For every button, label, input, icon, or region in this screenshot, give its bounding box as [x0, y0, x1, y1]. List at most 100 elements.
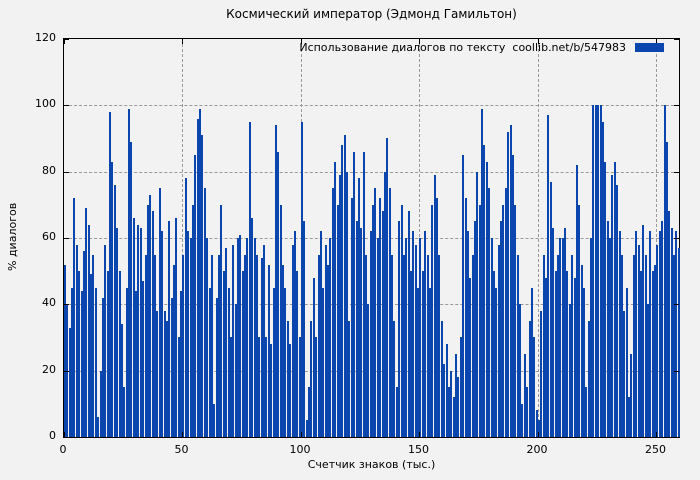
- bar: [438, 255, 440, 437]
- bar: [609, 238, 611, 437]
- bar: [360, 228, 362, 437]
- bar: [232, 245, 234, 437]
- bar: [529, 321, 531, 437]
- bar: [614, 162, 616, 437]
- bar: [391, 255, 393, 437]
- bar: [270, 344, 272, 437]
- bar: [175, 218, 177, 437]
- bar: [97, 417, 99, 437]
- bar: [69, 328, 71, 437]
- bar: [277, 152, 279, 437]
- bar: [377, 238, 379, 437]
- bar: [156, 311, 158, 437]
- bar: [187, 231, 189, 437]
- bar: [581, 265, 583, 437]
- bar: [578, 205, 580, 437]
- bar: [547, 115, 549, 437]
- bar: [668, 211, 670, 437]
- bar: [486, 162, 488, 437]
- bar: [88, 225, 90, 437]
- bar: [242, 271, 244, 437]
- y-tick-mark: [674, 39, 679, 40]
- bar: [356, 221, 358, 437]
- y-tick-label: 0: [49, 429, 56, 442]
- bar: [284, 288, 286, 437]
- bar: [213, 404, 215, 437]
- bar: [524, 354, 526, 437]
- bar: [296, 271, 298, 437]
- bar: [555, 271, 557, 437]
- bar: [185, 178, 187, 437]
- bar: [244, 255, 246, 437]
- bar: [626, 288, 628, 437]
- bar: [545, 278, 547, 437]
- bar: [585, 387, 587, 437]
- bar: [152, 211, 154, 437]
- x-tick-mark: [537, 39, 539, 44]
- bar: [337, 205, 339, 437]
- bar: [574, 278, 576, 437]
- bar: [647, 304, 649, 437]
- bar: [633, 255, 635, 437]
- bar: [130, 142, 132, 437]
- bar: [398, 221, 400, 437]
- bar: [332, 188, 334, 437]
- bar: [159, 188, 161, 437]
- x-tick-mark: [656, 39, 658, 44]
- bar: [92, 255, 94, 437]
- bar: [358, 178, 360, 437]
- bar: [410, 271, 412, 437]
- bar: [64, 265, 66, 437]
- bar: [386, 138, 388, 437]
- bar: [443, 364, 445, 437]
- y-gridline: [64, 171, 679, 173]
- bar: [538, 420, 540, 437]
- bar: [372, 205, 374, 437]
- bar: [379, 198, 381, 437]
- bar: [83, 251, 85, 437]
- bar: [237, 238, 239, 437]
- bar: [301, 122, 303, 437]
- bar: [460, 337, 462, 437]
- bar: [104, 245, 106, 437]
- bar: [318, 255, 320, 437]
- y-gridline: [64, 105, 679, 107]
- x-tick-mark: [182, 39, 184, 44]
- bar: [645, 255, 647, 437]
- bar: [258, 337, 260, 437]
- y-tick-mark: [64, 39, 69, 40]
- bar: [116, 228, 118, 437]
- bar: [225, 248, 227, 437]
- bar: [100, 371, 102, 437]
- bar: [569, 304, 571, 437]
- y-tick-mark: [64, 304, 69, 306]
- bar: [476, 172, 478, 437]
- bar: [325, 245, 327, 437]
- x-tick-label: 250: [644, 443, 666, 456]
- bar: [171, 298, 173, 437]
- bar: [299, 337, 301, 437]
- bar: [635, 231, 637, 437]
- bar: [119, 271, 121, 437]
- bar: [678, 248, 680, 437]
- bar: [85, 208, 87, 437]
- bar: [228, 288, 230, 437]
- legend: Использование диалогов по тексту coollib…: [299, 41, 664, 54]
- bar: [424, 231, 426, 437]
- bar: [308, 387, 310, 437]
- bar: [261, 258, 263, 437]
- bar: [180, 291, 182, 437]
- bar: [173, 265, 175, 437]
- bar: [600, 105, 602, 437]
- bar: [640, 271, 642, 437]
- bar: [566, 271, 568, 437]
- bar: [543, 255, 545, 437]
- bar: [329, 238, 331, 437]
- bar: [604, 162, 606, 437]
- y-tick-mark: [64, 105, 69, 107]
- bar: [481, 109, 483, 437]
- bar: [623, 311, 625, 437]
- bar: [419, 238, 421, 437]
- bar: [363, 152, 365, 437]
- bar: [526, 387, 528, 437]
